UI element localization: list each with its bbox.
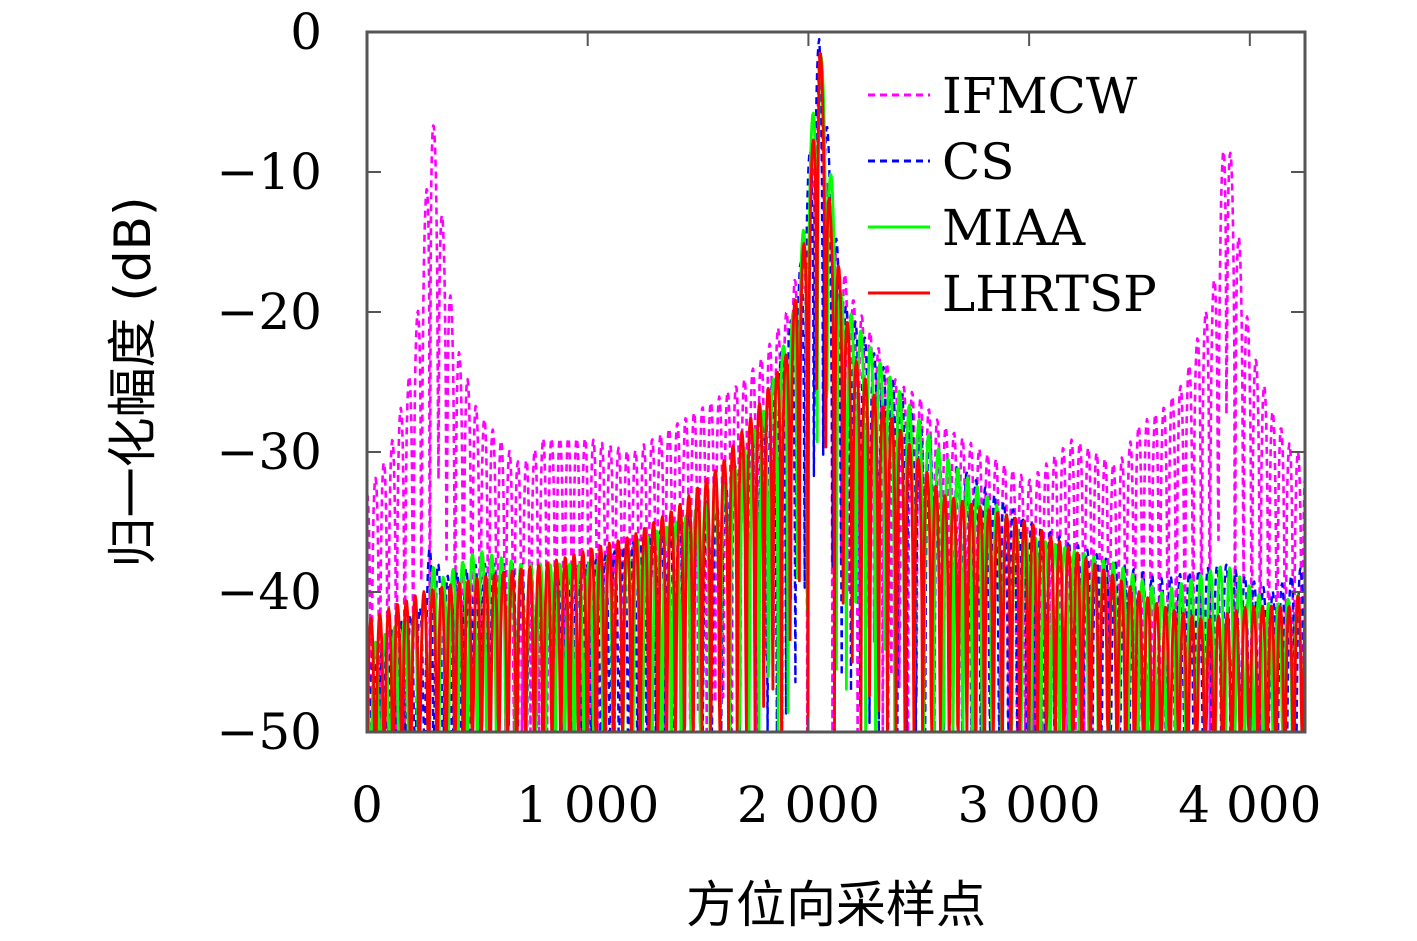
y-axis-title: 归一化幅度 (dB): [104, 197, 162, 568]
series-line-cs: [365, 37, 1306, 734]
x-tick-label: 3 000: [958, 776, 1101, 834]
series-line-lhrtsp: [366, 51, 1306, 734]
x-tick-label: 2 000: [737, 776, 880, 834]
x-tick-label: 0: [351, 776, 383, 834]
y-tick-label: −50: [216, 703, 322, 761]
y-tick-label: −20: [216, 283, 322, 341]
x-tick-label: 4 000: [1178, 776, 1321, 834]
y-tick-label: −30: [216, 423, 322, 481]
x-tick-label: 1 000: [516, 776, 659, 834]
y-tick-label: 0: [290, 3, 322, 61]
ticks-layer: 0 1 000 2 000 3 000 4 000 0 −10 −20 −30 −40 −50: [216, 3, 1321, 834]
legend: IFMCW CS MIAA LHRTSP: [868, 67, 1157, 323]
x-axis-title: 方位向采样点: [686, 876, 986, 934]
legend-label-lhrtsp: LHRTSP: [942, 265, 1157, 323]
plot-frame: [365, 30, 1307, 734]
legend-label-ifmcw: IFMCW: [942, 67, 1138, 125]
y-tick-label: −40: [216, 563, 322, 621]
legend-label-cs: CS: [942, 133, 1015, 191]
series-layer: [365, 37, 1306, 734]
y-tick-label: −10: [216, 143, 322, 201]
legend-label-miaa: MIAA: [942, 199, 1086, 257]
